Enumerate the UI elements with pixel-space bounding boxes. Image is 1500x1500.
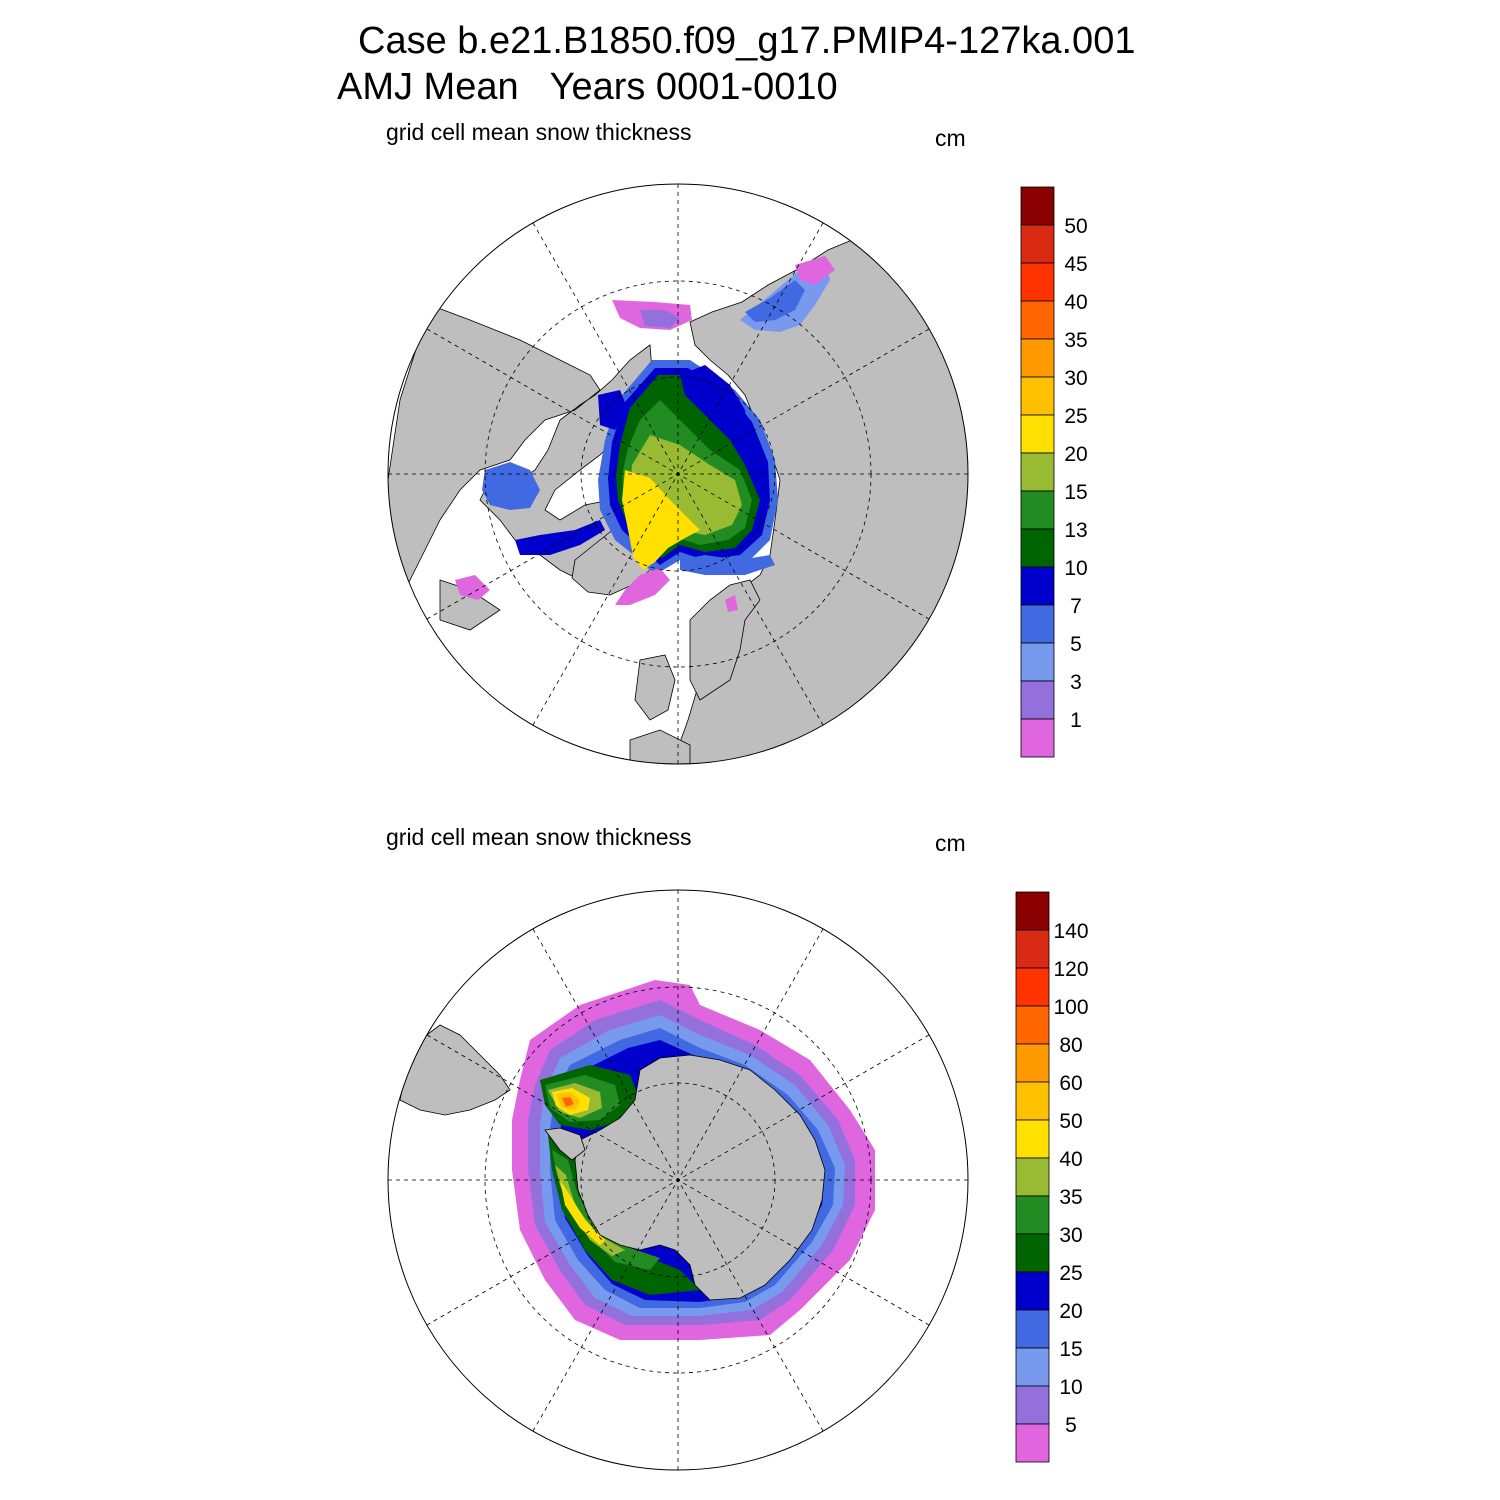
north-colorbar-swatch <box>1020 604 1055 644</box>
north-colorbar-label: 7 <box>1070 595 1082 618</box>
south-panel-title: grid cell mean snow thickness <box>386 824 692 850</box>
south-colorbar-swatch <box>1015 1385 1050 1425</box>
south-colorbar-label: 50 <box>1059 1110 1082 1133</box>
north-map-border <box>387 183 969 765</box>
south-colorbar-swatch <box>1015 1119 1050 1159</box>
south-colorbar-label: 25 <box>1059 1262 1082 1285</box>
south-polar-map <box>387 889 969 1471</box>
north-colorbar-label: 30 <box>1064 367 1087 390</box>
north-colorbar-swatch <box>1020 566 1055 606</box>
north-colorbar-label: 3 <box>1070 671 1082 694</box>
south-colorbar-label: 15 <box>1059 1338 1082 1361</box>
north-graticule <box>388 184 968 764</box>
south-colorbar-swatch <box>1015 929 1050 969</box>
south-colorbar-swatch <box>1015 1347 1050 1387</box>
north-colorbar-swatch <box>1020 300 1055 340</box>
south-colorbar: 140 120 100 80 60 50 40 35 30 25 20 15 10 5 <box>1015 891 1089 1463</box>
north-colorbar-label: 45 <box>1064 253 1087 276</box>
north-colorbar-label: 20 <box>1064 443 1087 466</box>
south-colorbar-label: 140 <box>1053 920 1088 943</box>
south-colorbar-swatch <box>1015 1195 1050 1235</box>
south-colorbar-swatch <box>1015 1309 1050 1349</box>
north-colorbar-label: 40 <box>1064 291 1087 314</box>
south-units-label: cm <box>935 830 966 856</box>
north-colorbar-swatch <box>1020 376 1055 416</box>
south-snow-spot-red <box>562 1097 574 1107</box>
south-colorbar-label: 10 <box>1059 1376 1082 1399</box>
south-colorbar-label: 100 <box>1053 996 1088 1019</box>
south-snow-ring-9 <box>552 1088 605 1245</box>
figure-title-line1: Case b.e21.B1850.f09_g17.PMIP4-127ka.001 <box>358 20 1136 62</box>
south-colorbar-swatch <box>1015 1271 1050 1311</box>
north-colorbar-swatch <box>1020 338 1055 378</box>
south-map-border <box>387 889 969 1471</box>
north-colorbar-swatch <box>1020 452 1055 492</box>
north-colorbar-label: 50 <box>1064 215 1087 238</box>
north-colorbar-swatch <box>1020 528 1055 568</box>
south-colorbar-label: 40 <box>1059 1148 1082 1171</box>
north-colorbar-swatch <box>1020 680 1055 720</box>
south-colorbar-swatch <box>1015 1157 1050 1197</box>
south-colorbar-label: 80 <box>1059 1034 1082 1057</box>
north-units-label: cm <box>935 125 966 151</box>
south-colorbar-label: 5 <box>1065 1414 1077 1437</box>
north-colorbar-swatch <box>1020 262 1055 302</box>
north-colorbar-label: 35 <box>1064 329 1087 352</box>
north-colorbar-label: 10 <box>1064 557 1087 580</box>
north-colorbar-label: 25 <box>1064 405 1087 428</box>
south-colorbar-label: 120 <box>1053 958 1088 981</box>
south-colorbar-swatch <box>1015 891 1050 931</box>
south-colorbar-label: 30 <box>1059 1224 1082 1247</box>
south-colorbar-label: 60 <box>1059 1072 1082 1095</box>
south-land-south-america <box>399 1024 511 1116</box>
north-colorbar: 50 45 40 35 30 25 20 15 13 10 7 5 3 1 <box>1020 186 1088 758</box>
figure-title-line2: AMJ Mean Years 0001-0010 <box>337 66 838 108</box>
south-snow-ring-6 <box>540 1065 700 1295</box>
south-colorbar-label: 20 <box>1059 1300 1082 1323</box>
north-polar-map <box>387 183 969 765</box>
south-land-peninsula <box>544 1127 586 1161</box>
south-graticule <box>388 890 968 1470</box>
north-colorbar-label: 15 <box>1064 481 1087 504</box>
south-colorbar-label: 35 <box>1059 1186 1082 1209</box>
south-colorbar-swatch <box>1015 967 1050 1007</box>
south-colorbar-swatch <box>1015 1043 1050 1083</box>
north-colorbar-swatch <box>1020 186 1055 226</box>
north-snow-field <box>455 256 835 612</box>
north-panel-title: grid cell mean snow thickness <box>386 119 692 145</box>
north-colorbar-swatch <box>1020 642 1055 682</box>
south-colorbar-swatch <box>1015 1423 1050 1463</box>
north-colorbar-label: 1 <box>1070 709 1082 732</box>
north-colorbar-swatch <box>1020 718 1055 758</box>
north-colorbar-swatch <box>1020 490 1055 530</box>
north-colorbar-label: 5 <box>1070 633 1082 656</box>
north-land-europe <box>629 579 761 764</box>
south-colorbar-swatch <box>1015 1081 1050 1121</box>
north-colorbar-label: 13 <box>1064 519 1087 542</box>
south-colorbar-swatch <box>1015 1233 1050 1273</box>
south-colorbar-swatch <box>1015 1005 1050 1045</box>
north-colorbar-swatch <box>1020 224 1055 264</box>
north-colorbar-swatch <box>1020 414 1055 454</box>
